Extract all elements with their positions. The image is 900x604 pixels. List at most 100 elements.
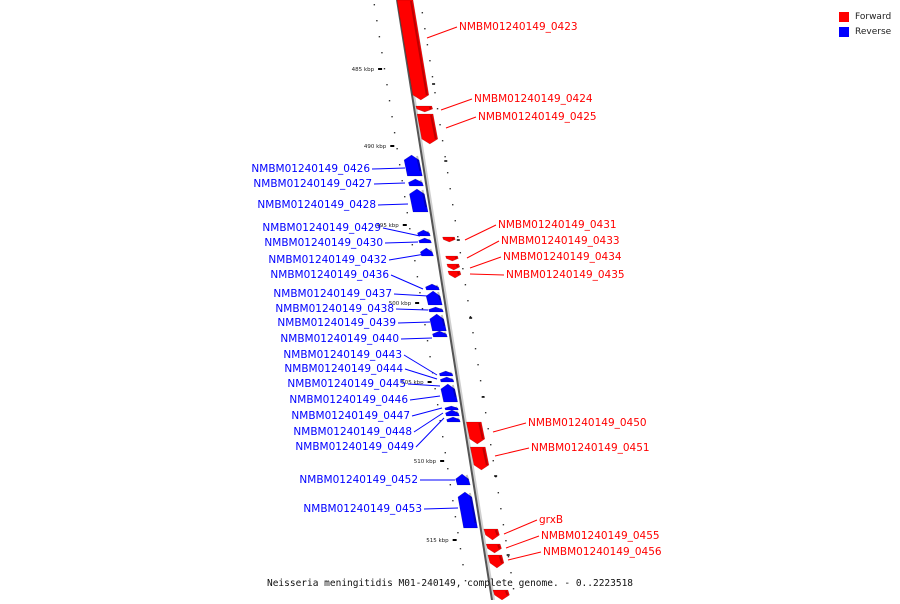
gene-shade <box>428 106 432 110</box>
minor-tick <box>426 340 429 342</box>
label-NMBM01240149_0451[interactable]: NMBM01240149_0451 <box>531 442 650 454</box>
minor-tick <box>429 60 431 62</box>
label-NMBM01240149_0424[interactable]: NMBM01240149_0424 <box>474 93 593 105</box>
minor-tick <box>449 484 452 486</box>
minor-tick <box>505 540 507 542</box>
label-NMBM01240149_0448[interactable]: NMBM01240149_0448 <box>293 426 412 438</box>
gene-NMBM01240149_0425 <box>416 113 439 145</box>
minor-tick <box>383 68 386 70</box>
minor-tick <box>426 44 429 46</box>
minor-tick <box>421 12 424 14</box>
label-NMBM01240149_0425[interactable]: NMBM01240149_0425 <box>478 111 597 123</box>
axis-line <box>396 0 493 601</box>
minor-tick <box>479 380 482 382</box>
gene-shade <box>497 544 501 549</box>
gene-shade <box>498 555 503 564</box>
label-NMBM01240149_0449[interactable]: NMBM01240149_0449 <box>295 441 414 453</box>
leader-NMBM01240149_0446 <box>409 395 441 401</box>
label-NMBM01240149_0432[interactable]: NMBM01240149_0432 <box>268 254 387 266</box>
label-NMBM01240149_0438[interactable]: NMBM01240149_0438 <box>275 303 394 315</box>
label-NMBM01240149_0450[interactable]: NMBM01240149_0450 <box>528 417 647 429</box>
gene-shade <box>451 384 457 398</box>
tick-label: 495 kbp <box>376 223 399 229</box>
legend-forward: Forward <box>839 9 891 24</box>
leader-NMBM01240149_0424 <box>440 98 473 111</box>
minor-tick <box>441 140 444 142</box>
label-NMBM01240149_0434[interactable]: NMBM01240149_0434 <box>503 251 622 263</box>
leader-NMBM01240149_0439 <box>397 321 431 324</box>
gene-shade <box>504 590 509 596</box>
label-NMBM01240149_0429[interactable]: NMBM01240149_0429 <box>262 222 381 234</box>
gene-NMBM01240149_0434 <box>446 263 461 271</box>
gene-NMBM01240149_0427 <box>408 178 424 187</box>
minor-tick <box>467 300 469 302</box>
label-NMBM01240149_0456[interactable]: NMBM01240149_0456 <box>543 546 662 558</box>
strand-legend: Forward Reverse <box>839 9 891 39</box>
label-NMBM01240149_0455[interactable]: NMBM01240149_0455 <box>541 530 660 542</box>
gene-NMBM01240149_0436 <box>425 283 440 291</box>
leader-NMBM01240149_0455 <box>505 535 540 549</box>
label-NMBM01240149_0437[interactable]: NMBM01240149_0437 <box>273 288 392 300</box>
gene-shade <box>419 179 423 183</box>
gene-shade <box>427 238 431 241</box>
label-NMBM01240149_0445[interactable]: NMBM01240149_0445 <box>287 378 406 390</box>
minor-tick <box>490 444 492 446</box>
label-NMBM01240149_0426[interactable]: NMBM01240149_0426 <box>251 163 370 175</box>
leader-NMBM01240149_0435 <box>469 273 505 276</box>
label-NMBM01240149_0447[interactable]: NMBM01240149_0447 <box>291 410 410 422</box>
label-NMBM01240149_0443[interactable]: NMBM01240149_0443 <box>283 349 402 361</box>
tick-label: 500 kbp <box>389 301 412 307</box>
gene-NMBM01240149_0430 <box>418 237 432 244</box>
label-NMBM01240149_0446[interactable]: NMBM01240149_0446 <box>289 394 408 406</box>
label-NMBM01240149_0435[interactable]: NMBM01240149_0435 <box>506 269 625 281</box>
minor-tick <box>439 420 441 422</box>
minor-tick <box>510 572 512 574</box>
label-grxB[interactable]: grxB <box>539 514 563 526</box>
label-NMBM01240149_0439[interactable]: NMBM01240149_0439 <box>277 317 396 329</box>
gene-NMBM01240149_0426 <box>403 154 423 177</box>
leader-NMBM01240149_0443 <box>403 354 438 376</box>
leader-NMBM01240149_0451 <box>494 447 530 457</box>
leader-NMBM01240149_0429 <box>382 227 421 237</box>
minor-tick <box>477 364 479 366</box>
gene-NMBM01240149_0428 <box>409 188 429 213</box>
minor-tick <box>446 172 449 174</box>
gene-NMBM01240149_0433 <box>445 255 459 262</box>
minor-tick <box>388 100 391 102</box>
label-NMBM01240149_0444[interactable]: NMBM01240149_0444 <box>284 363 403 375</box>
gene-shade <box>440 314 446 327</box>
gene-shade <box>455 264 459 268</box>
label-NMBM01240149_0423[interactable]: NMBM01240149_0423 <box>459 21 578 33</box>
forward-swatch <box>839 11 849 22</box>
minor-tick <box>452 204 454 206</box>
leader-NMBM01240149_0447 <box>411 407 443 417</box>
gene-labels: NMBM01240149_0423 NMBM01240149_0424 NMBM01… <box>251 21 662 558</box>
minor-tick <box>502 524 505 526</box>
label-NMBM01240149_0431[interactable]: NMBM01240149_0431 <box>498 219 617 231</box>
minor-tick <box>444 452 446 454</box>
label-NMBM01240149_0427[interactable]: NMBM01240149_0427 <box>253 178 372 190</box>
gene-shade <box>478 422 484 440</box>
minor-tick <box>444 156 446 158</box>
minor-tick <box>396 148 398 150</box>
gene-shade <box>455 410 459 414</box>
minor-tick <box>472 332 474 334</box>
legend-forward-label: Forward <box>855 11 892 22</box>
leader-NMBM01240149_0448 <box>413 412 444 433</box>
axis-shadow <box>397 0 495 601</box>
label-NMBM01240149_0436[interactable]: NMBM01240149_0436 <box>270 269 389 281</box>
label-NMBM01240149_0440[interactable]: NMBM01240149_0440 <box>280 333 399 345</box>
gene-NMBM01240149_0438 <box>428 306 444 313</box>
label-NMBM01240149_0430[interactable]: NMBM01240149_0430 <box>264 237 383 249</box>
minor-tick <box>464 284 467 286</box>
label-NMBM01240149_0453[interactable]: NMBM01240149_0453 <box>303 503 422 515</box>
label-NMBM01240149_0452[interactable]: NMBM01240149_0452 <box>299 474 418 486</box>
gene-shade <box>454 256 458 259</box>
label-NMBM01240149_0433[interactable]: NMBM01240149_0433 <box>501 235 620 247</box>
tick-label: 485 kbp <box>352 67 375 73</box>
gene-shade <box>421 189 428 208</box>
label-NMBM01240149_0428[interactable]: NMBM01240149_0428 <box>257 199 376 211</box>
minor-tick <box>436 404 439 406</box>
